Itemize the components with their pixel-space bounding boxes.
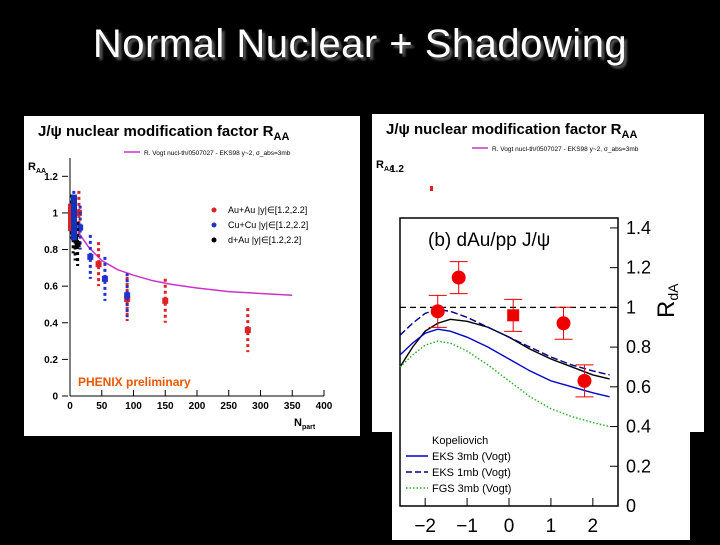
rda-data-point	[554, 306, 573, 340]
vogt-y-tick-1-2: 1.2	[390, 164, 404, 175]
raa-x-tick-label: 100	[125, 401, 142, 412]
raa-y-tick-label: 0.4	[44, 318, 58, 329]
vogt-y-axis-label: RAA	[376, 159, 394, 173]
raa-y-tick-label: 0	[52, 392, 58, 403]
rda-x-tick-label: −1	[456, 516, 478, 537]
raa-y-tick-label: 0.8	[44, 245, 58, 256]
rda-marker-square	[507, 309, 520, 322]
rda-marker-circle	[430, 304, 445, 319]
vogt-chart: J/ψ nuclear modification factor RAA RAA …	[376, 121, 639, 191]
legend-label-dau: d+Au |y|∈[1.2,2.2]	[228, 235, 301, 245]
rda-y-tick-label: 0.4	[626, 417, 651, 437]
raa-y-tick-label: 0.6	[44, 282, 58, 293]
rda-y-axis-label: RdA	[653, 283, 681, 318]
raa-x-axis-label: Npart	[294, 417, 316, 431]
rda-y-tick-label: 1.2	[626, 258, 651, 278]
raa-x-tick-label: 50	[96, 401, 108, 412]
data-point-auau	[162, 297, 169, 304]
rda-data-point	[575, 364, 594, 398]
raa-x-tick-label: 0	[67, 401, 73, 412]
raa-legend: Au+Au |y|∈[1.2,2.2] Cu+Cu |y|∈[1.2,2.2] …	[211, 205, 308, 245]
raa-y-tick-label: 1.2	[44, 172, 58, 183]
kopeliovich-curve	[399, 318, 610, 380]
model-legend-label: R. Vogt nucl-th/0507027 - EKS98 y~2, σ_a…	[144, 150, 291, 157]
legend-label-kopeliovich: Kopeliovich	[432, 435, 488, 447]
legend-marker-cucu	[211, 222, 217, 228]
vogt-data-point-top	[430, 186, 433, 191]
rda-x-tick-label: −2	[414, 516, 436, 537]
vogt-chart-title: J/ψ nuclear modification factor RAA	[386, 121, 637, 141]
data-point-cucu	[101, 275, 108, 282]
raa-x-tick-label: 250	[220, 401, 237, 412]
data-point-auau	[244, 327, 251, 334]
legend-label-cucu: Cu+Cu |y|∈[1.2,2.2]	[228, 220, 308, 230]
phenix-preliminary-label: PHENIX preliminary	[78, 375, 191, 389]
eks-1mb-curve	[399, 308, 610, 376]
legend-marker-dau	[211, 237, 217, 243]
raa-chart-panel: J/ψ nuclear modification factor RAA RAA …	[24, 116, 360, 436]
fgs-3mb-curve	[399, 340, 610, 428]
rda-y-tick-label: 0.6	[626, 377, 651, 397]
raa-x-tick-label: 350	[284, 401, 301, 412]
legend-label-eks3: EKS 3mb (Vogt)	[432, 451, 511, 463]
legend-marker-auau	[211, 207, 217, 213]
legend-label-eks1: EKS 1mb (Vogt)	[432, 467, 511, 479]
data-point-dau	[74, 241, 81, 248]
auau-systematic-band	[68, 203, 71, 232]
rda-x-tick-label: 2	[588, 516, 599, 537]
rda-y-tick-label: 0	[626, 496, 636, 516]
raa-x-tick-label: 300	[252, 401, 269, 412]
raa-x-tick-label: 200	[189, 401, 206, 412]
rda-marker-circle	[577, 373, 592, 388]
rda-y-tick-label: 0.2	[626, 456, 651, 476]
legend-label-fgs: FGS 3mb (Vogt)	[432, 483, 511, 495]
rda-data-point	[449, 261, 468, 295]
raa-chart-title: J/ψ nuclear modification factor RAA	[38, 123, 289, 143]
slide-title: Normal Nuclear + Shadowing	[92, 22, 628, 66]
rda-data-point	[504, 298, 523, 332]
rda-x-tick-label: 0	[504, 516, 515, 537]
rda-y-tick-label: 0.8	[626, 337, 651, 357]
raa-y-axis-label: RAA	[28, 161, 46, 175]
cucu-systematic-band	[71, 194, 77, 241]
data-point-auau	[95, 261, 102, 268]
rda-legend: Kopeliovich EKS 3mb (Vogt) EKS 1mb (Vogt…	[406, 435, 511, 495]
raa-y-tick-label: 0.2	[44, 355, 58, 366]
data-point-cucu	[77, 224, 84, 231]
data-point-cucu	[124, 292, 131, 299]
rda-y-tick-label: 1	[626, 297, 636, 317]
rda-x-tick-label: 1	[546, 516, 557, 537]
raa-y-tick-label: 1	[52, 208, 58, 219]
rda-marker-circle	[556, 316, 571, 331]
rda-marker-circle	[451, 270, 466, 285]
raa-chart: J/ψ nuclear modification factor RAA RAA …	[28, 123, 333, 431]
rda-chart-title: (b) dAu/pp J/ψ	[428, 230, 550, 251]
raa-x-tick-label: 400	[316, 401, 333, 412]
raa-x-tick-label: 150	[157, 401, 174, 412]
rda-data-point	[428, 294, 447, 328]
rda-y-tick-label: 1.4	[626, 218, 651, 238]
rda-chart: (b) dAu/pp J/ψ RdA Kopeliovich EKS 3mb (…	[399, 217, 681, 537]
eks-3mb-curve	[399, 328, 610, 398]
data-point-cucu	[87, 253, 94, 260]
rda-chart-panel: (b) dAu/pp J/ψ RdA Kopeliovich EKS 3mb (…	[392, 208, 690, 540]
vogt-model-legend-label: R. Vogt nucl-th/0507027 - EKS98 y~2, σ_a…	[492, 146, 639, 153]
legend-label-auau: Au+Au |y|∈[1.2,2.2]	[228, 205, 307, 215]
